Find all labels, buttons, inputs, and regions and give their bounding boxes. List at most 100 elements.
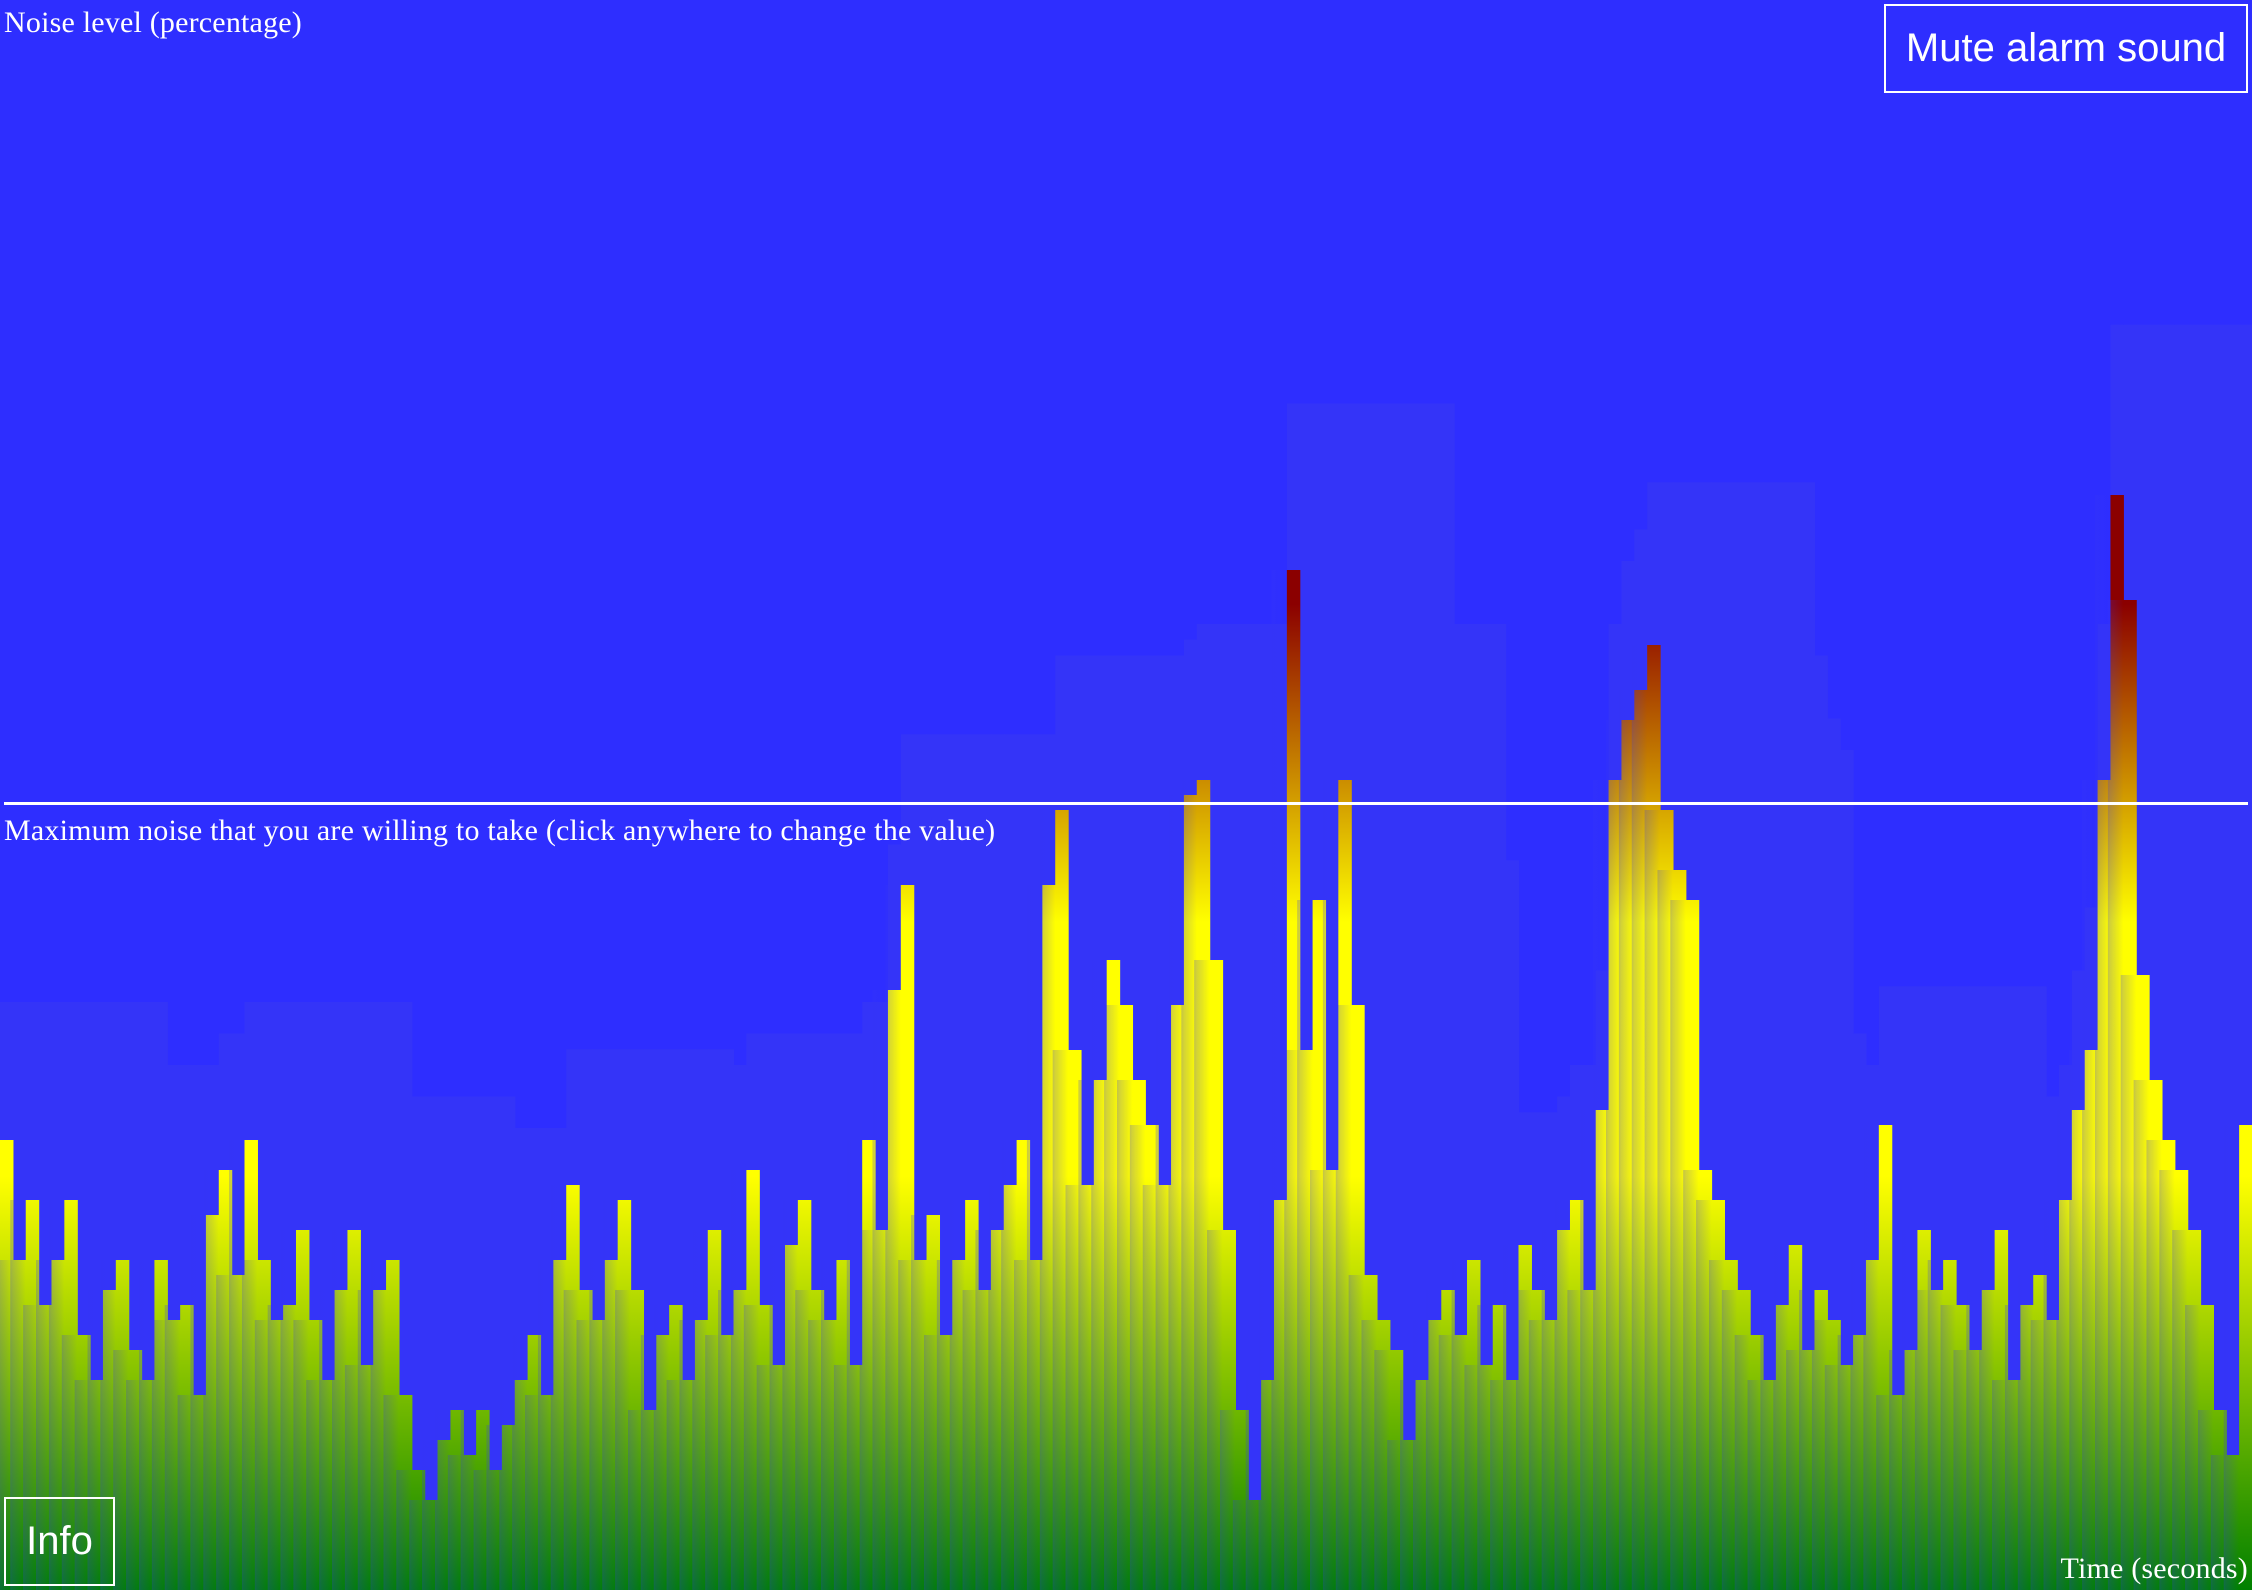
noise-bar-fade: [1065, 1185, 1081, 1590]
noise-bar-fade: [872, 990, 888, 1590]
noise-bar-fade: [0, 1260, 13, 1590]
noise-bar-fade: [1438, 1335, 1455, 1590]
noise-bar-fade: [1541, 1230, 1558, 1590]
noise-bar-fade: [1129, 1125, 1146, 1590]
noise-bar-fade: [537, 1260, 554, 1590]
noise-bar-fade: [1168, 795, 1184, 1590]
mute-alarm-button[interactable]: Mute alarm sound: [1884, 4, 2248, 93]
noise-bar-fade: [1708, 1260, 1725, 1590]
noise-bar-fade: [254, 1320, 271, 1590]
noise-bar-fade: [1644, 810, 1661, 1590]
noise-bar-fade: [1026, 885, 1043, 1590]
noise-bar-fade: [280, 1230, 296, 1590]
noise-bar-fade: [988, 1185, 1004, 1590]
noise-bar-fade: [2133, 1080, 2150, 1590]
noise-bar-fade: [512, 1335, 528, 1590]
history-block: [1235, 624, 1249, 1590]
noise-bar-fade: [962, 1290, 979, 1590]
noise-bar-fade: [1271, 570, 1287, 1590]
noise-bar-fade: [640, 1335, 657, 1590]
noise-bar-fade: [821, 1260, 837, 1590]
noise-bar-fade: [1593, 780, 1609, 1590]
noise-bar-fade: [1901, 1230, 1918, 1590]
noise-bar-fade: [87, 1290, 103, 1590]
noise-bar-fade: [1412, 1320, 1429, 1590]
noise-bar-fade: [1799, 1290, 1815, 1590]
noise-bar-fade: [229, 1140, 245, 1590]
noise-bar-fade: [1477, 1305, 1493, 1590]
noise-bar-fade: [563, 1290, 580, 1590]
noise-bar-fade: [190, 1215, 206, 1590]
noise-bar-fade: [1348, 1275, 1365, 1590]
noise-bar-fade: [2197, 1410, 2214, 1590]
noise-bar-fade: [808, 1320, 824, 1590]
noise-bar-fade: [1580, 1110, 1596, 1590]
noise-bar-fade: [1837, 1335, 1854, 1590]
noise-bar-fade: [2095, 495, 2111, 1590]
noise-bar-fade: [1284, 1050, 1300, 1590]
noise-bar-fade: [1528, 1320, 1545, 1590]
noise-bar-fade: [1734, 1335, 1751, 1590]
noise-bar-fade: [203, 1170, 219, 1590]
noise-bar-fade: [383, 1395, 399, 1590]
noise-bar-fade: [756, 1365, 773, 1590]
noise-bar-fade: [1014, 1260, 1030, 1590]
noise-bar-fade: [859, 1230, 876, 1590]
noise-bar-fade: [2004, 1305, 2021, 1590]
noise-bar-fade: [2159, 1170, 2175, 1590]
noise-bar-fade: [2223, 1125, 2240, 1590]
noise-bar-fade: [2069, 1050, 2085, 1590]
noise-bar-fade: [615, 1290, 631, 1590]
info-button[interactable]: Info: [4, 1497, 115, 1586]
history-block: [411, 1096, 426, 1590]
noise-bar-fade: [332, 1230, 348, 1590]
noise-bar-fade: [1001, 1140, 1017, 1590]
noise-bar-fade: [1155, 1005, 1172, 1590]
noise-bar: [2239, 1125, 2252, 1590]
noise-bar-fade: [1631, 645, 1648, 1590]
noise-bar-fade: [1078, 1080, 1094, 1590]
noise-bar-fade: [1310, 1170, 1326, 1590]
noise-bar-fade: [795, 1290, 811, 1590]
noise-bar-fade: [1618, 690, 1635, 1590]
noise-bar-fade: [1953, 1350, 1969, 1590]
noise-bar-fade: [344, 1365, 361, 1590]
noise-bar-fade: [1142, 1185, 1159, 1590]
noise-bar-fade: [833, 1365, 850, 1590]
noise-bar-fade: [1567, 1290, 1583, 1590]
noise-bar-fade: [769, 1245, 785, 1590]
noise-bar-fade: [1104, 1005, 1120, 1590]
noise-bar-fade: [949, 1200, 966, 1590]
history-block: [2213, 324, 2227, 1590]
noise-bar-fade: [1464, 1365, 1480, 1590]
noise-bar-fade: [434, 1410, 451, 1590]
noise-bar-fade: [1850, 1260, 1866, 1590]
noise-bar-fade: [2185, 1305, 2201, 1590]
noise-bar-fade: [1361, 1320, 1377, 1590]
noise-bar-fade: [126, 1380, 142, 1590]
noise-bar-fade: [550, 1185, 567, 1590]
noise-bar-fade: [1490, 1380, 1506, 1590]
noise-bar-fade: [743, 1305, 760, 1590]
noise-bar-fade: [1670, 900, 1686, 1590]
noise-bar-fade: [1207, 1230, 1223, 1590]
noise-bar-fade: [911, 1215, 927, 1590]
noise-bar-fade: [718, 1290, 734, 1590]
noise-bar-fade: [2082, 780, 2098, 1590]
noise-bar-fade: [1297, 900, 1313, 1590]
noise-bar-fade: [1194, 960, 1210, 1590]
history-block: [1376, 403, 1391, 1590]
noise-bar-fade: [898, 1260, 914, 1590]
noise-bar-fade: [164, 1305, 181, 1590]
threshold-line[interactable]: [4, 802, 2248, 805]
noise-bar-fade: [936, 1260, 953, 1590]
noise-bar-fade: [653, 1305, 670, 1590]
noise-bar-fade: [1786, 1350, 1802, 1590]
noise-bar-fade: [100, 1260, 116, 1590]
noise-bars: [0, 495, 2252, 1590]
noise-bar-fade: [525, 1395, 541, 1590]
noise-bar-fade: [460, 1410, 477, 1590]
noise-bar-fade: [486, 1425, 502, 1590]
